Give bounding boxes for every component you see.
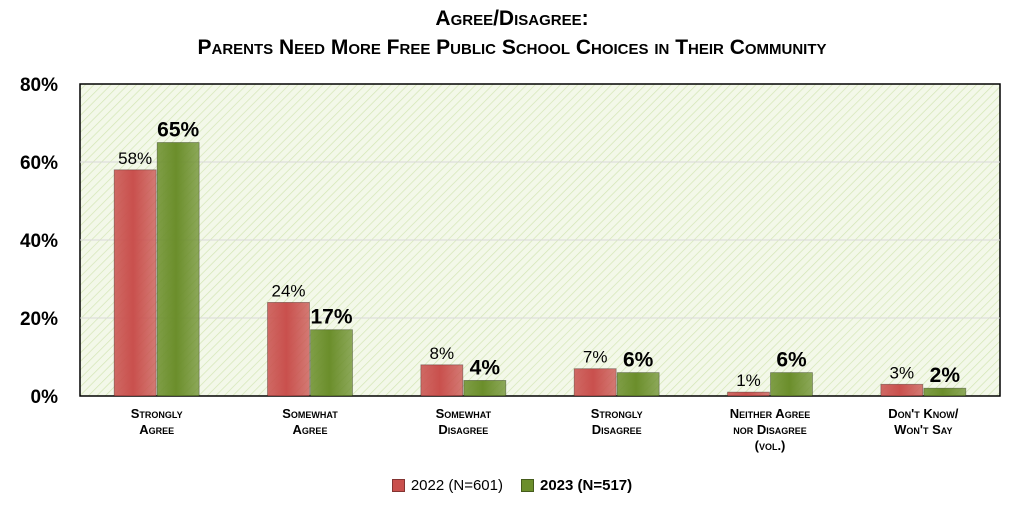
data-label-2022: 7% bbox=[583, 348, 608, 367]
x-tick-label: Somewhat Agree bbox=[282, 406, 338, 437]
legend-label-2022: 2022 (N=601) bbox=[410, 477, 503, 494]
data-label-2022: 58% bbox=[118, 149, 152, 168]
data-label-2023: 6% bbox=[623, 349, 654, 372]
x-tick-label: Don't Know/Won't Say bbox=[888, 406, 958, 437]
data-label-2023: 65% bbox=[157, 119, 199, 142]
legend-item-2022: 2022 (N=601) bbox=[391, 477, 503, 494]
bar-2023 bbox=[923, 387, 967, 397]
bar-2023 bbox=[463, 379, 507, 397]
legend-item-2023: 2023 (N=517) bbox=[521, 477, 632, 494]
bar-2022 bbox=[880, 383, 924, 397]
y-tick-label: 40% bbox=[20, 231, 58, 252]
y-tick-label: 0% bbox=[31, 387, 59, 408]
legend-swatch-2022 bbox=[391, 479, 405, 492]
chart-title-line1: Agree/Disagree: bbox=[435, 7, 589, 30]
x-tick-label: Somewhat Disagree bbox=[436, 406, 492, 437]
data-label-2022: 1% bbox=[736, 371, 761, 390]
bar-2023 bbox=[616, 372, 660, 397]
x-tick-label: Strongly Disagree bbox=[591, 406, 643, 437]
bar-2022 bbox=[113, 169, 157, 397]
y-tick-label: 80% bbox=[20, 75, 58, 96]
y-tick-label: 20% bbox=[20, 309, 58, 330]
data-label-2023: 17% bbox=[310, 306, 352, 329]
bar-2023 bbox=[770, 372, 813, 397]
x-tick-label: Strongly Agree bbox=[131, 406, 183, 437]
bar-2022 bbox=[727, 391, 770, 397]
bar-2022 bbox=[420, 364, 464, 397]
data-label-2023: 4% bbox=[470, 356, 501, 379]
data-label-2022: 3% bbox=[890, 363, 915, 382]
legend-swatch-2023 bbox=[521, 479, 534, 492]
data-label-2022: 8% bbox=[430, 344, 455, 363]
bar-2023 bbox=[156, 142, 200, 397]
bar-2022 bbox=[573, 368, 617, 397]
data-label-2023: 6% bbox=[776, 349, 807, 372]
data-label-2023: 2% bbox=[930, 364, 961, 387]
legend-label-2023: 2023 (N=517) bbox=[540, 477, 633, 494]
data-label-2022: 24% bbox=[271, 281, 305, 300]
legend: 2022 (N=601) 2023 (N=517) bbox=[0, 477, 1024, 494]
bar-2023 bbox=[310, 329, 353, 397]
x-tick-label: Neither Agree nor Disagree (vol.) bbox=[730, 406, 810, 453]
bar-2022 bbox=[267, 301, 310, 397]
y-tick-label: 60% bbox=[20, 153, 58, 174]
chart-title-line2: Parents Need More Free Public School Cho… bbox=[197, 36, 827, 59]
